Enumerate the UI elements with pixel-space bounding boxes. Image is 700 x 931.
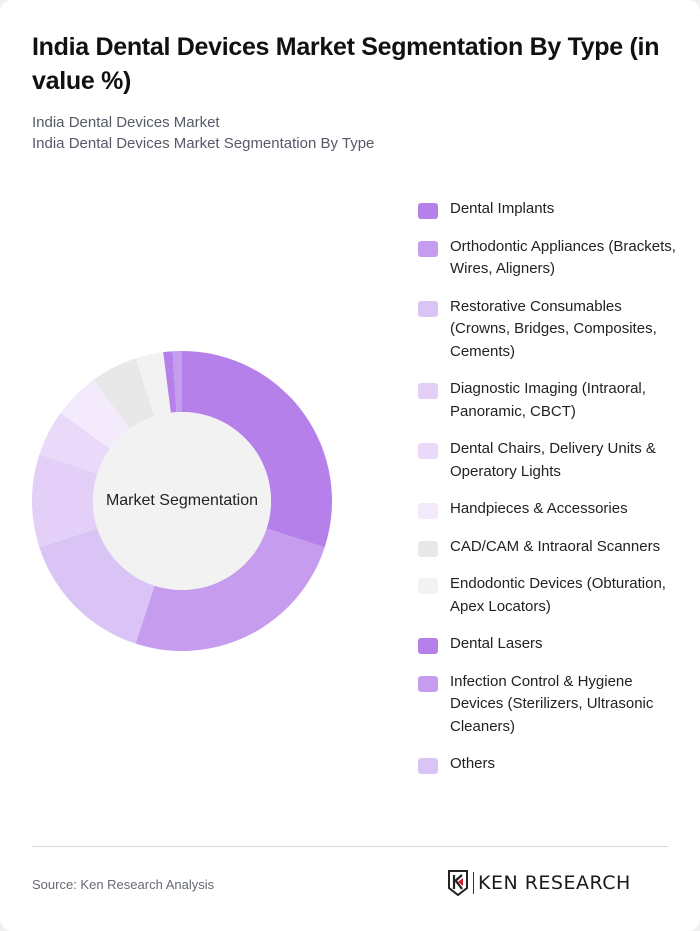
- legend-label: Endodontic Devices (Obturation, Apex Loc…: [450, 575, 666, 615]
- donut-slice[interactable]: [172, 351, 182, 413]
- legend-swatch: [418, 675, 438, 692]
- legend-item[interactable]: Endodontic Devices (Obturation, Apex Loc…: [418, 573, 678, 618]
- donut-slice[interactable]: [31, 454, 98, 548]
- logo-text: KEN RESEARCH: [478, 872, 631, 894]
- legend-label: Diagnostic Imaging (Intraoral, Panoramic…: [450, 380, 646, 420]
- legend-item[interactable]: Dental Implants: [418, 198, 678, 221]
- chart-title: India Dental Devices Market Segmentation…: [32, 33, 660, 95]
- chart-legend: Dental Implants Orthodontic Appliances (B…: [418, 198, 678, 791]
- donut-slice[interactable]: [135, 352, 171, 417]
- source-text: Source: Ken Research Analysis: [32, 877, 215, 892]
- ken-research-logo: KEN RESEARCH: [447, 870, 631, 896]
- legend-item[interactable]: Diagnostic Imaging (Intraoral, Panoramic…: [418, 378, 678, 423]
- donut-slice[interactable]: [39, 412, 110, 474]
- legend-item[interactable]: Dental Chairs, Delivery Units & Operator…: [418, 438, 678, 483]
- footer-divider: [32, 846, 668, 847]
- chart-subtitle: India Dental Devices Market India Dental…: [32, 112, 374, 154]
- legend-item[interactable]: Dental Lasers: [418, 633, 678, 656]
- donut-slice[interactable]: [93, 358, 155, 429]
- legend-label: CAD/CAM & Intraoral Scanners: [450, 537, 661, 555]
- donut-slice[interactable]: [135, 528, 325, 651]
- donut-hole: [93, 412, 271, 590]
- legend-item[interactable]: Restorative Consumables (Crowns, Bridges…: [418, 296, 678, 364]
- legend-label: Orthodontic Appliances (Brackets, Wires,…: [450, 237, 676, 278]
- donut-slice[interactable]: [182, 351, 333, 548]
- legend-swatch: [418, 758, 438, 774]
- legend-label: Dental Chairs, Delivery Units & Operator…: [450, 440, 656, 480]
- legend-swatch: [418, 203, 438, 219]
- legend-swatch: [418, 240, 438, 257]
- legend-label: Others: [450, 755, 496, 772]
- legend-item[interactable]: Infection Control & Hygiene Devices (Ste…: [418, 671, 678, 739]
- legend-item[interactable]: CAD/CAM & Intraoral Scanners: [418, 536, 678, 559]
- legend-label: Infection Control & Hygiene Devices (Ste…: [450, 672, 654, 735]
- donut-svg: [31, 351, 333, 651]
- legend-swatch: [418, 300, 438, 317]
- legend-swatch: [418, 638, 438, 654]
- subtitle-market: India Dental Devices Market: [32, 114, 220, 131]
- legend-swatch: [418, 540, 438, 557]
- subtitle-segmentation: India Dental Devices Market Segmentation…: [32, 135, 375, 152]
- legend-label: Dental Implants: [450, 200, 555, 217]
- legend-swatch: [418, 443, 438, 459]
- legend-label: Dental Lasers: [450, 635, 543, 652]
- donut-chart: Market Segmentation: [30, 349, 334, 653]
- logo-divider: [473, 872, 474, 894]
- legend-swatch: [418, 503, 438, 519]
- legend-item[interactable]: Others: [418, 753, 678, 776]
- legend-swatch: [418, 578, 438, 594]
- ken-research-shield-icon: [448, 870, 468, 896]
- legend-label: Restorative Consumables (Crowns, Bridges…: [450, 297, 657, 360]
- legend-swatch: [418, 383, 438, 399]
- legend-item[interactable]: Handpieces & Accessories: [418, 498, 678, 521]
- donut-slice[interactable]: [60, 379, 130, 449]
- legend-label: Handpieces & Accessories: [450, 500, 628, 517]
- legend-item[interactable]: Orthodontic Appliances (Brackets, Wires,…: [418, 236, 678, 281]
- donut-slice[interactable]: [163, 351, 177, 413]
- donut-slice[interactable]: [39, 528, 155, 644]
